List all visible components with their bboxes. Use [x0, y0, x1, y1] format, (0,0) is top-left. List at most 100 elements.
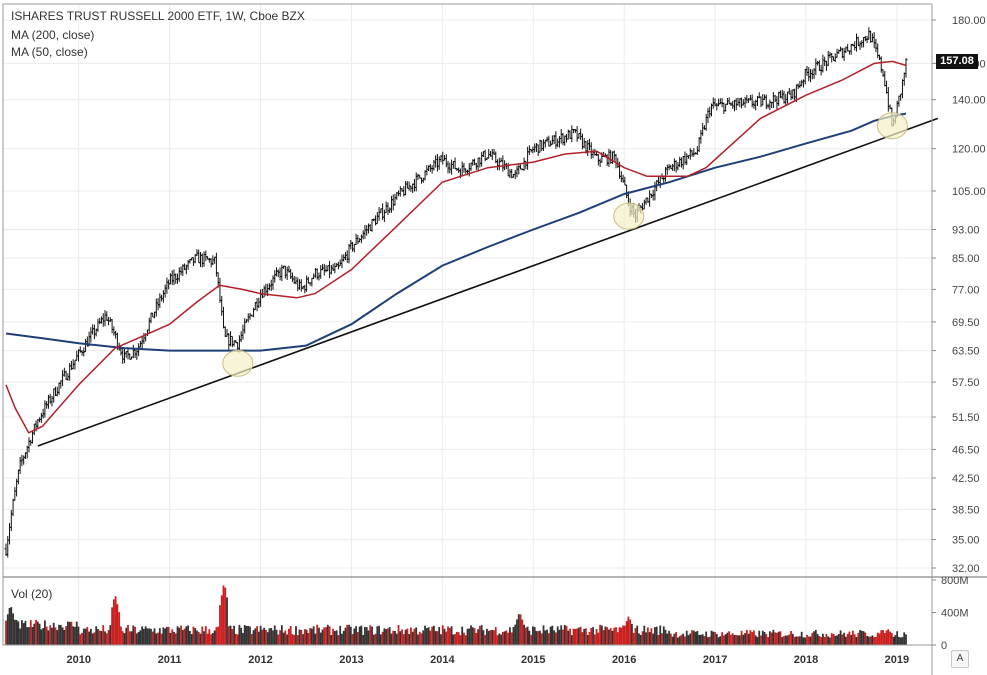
volume-bar — [807, 636, 810, 645]
volume-bar — [509, 627, 511, 645]
volume-bar — [49, 625, 52, 645]
volume-bar — [139, 630, 142, 645]
volume-bar — [839, 630, 842, 645]
volume-bar — [772, 629, 775, 645]
volume-bar — [887, 629, 890, 645]
volume-bar — [684, 636, 686, 645]
volume-bar — [652, 633, 655, 645]
volume-bar — [144, 626, 147, 645]
volume-bar — [79, 634, 82, 645]
volume-bar — [151, 631, 154, 645]
volume-bar — [143, 628, 145, 645]
volume-bar — [445, 631, 448, 645]
volume-bar — [708, 636, 711, 645]
volume-bar — [464, 635, 467, 645]
auto-scale-button[interactable]: A — [951, 650, 969, 668]
volume-bar — [249, 626, 251, 645]
volume-bar — [655, 626, 658, 645]
time-tick-label: 2011 — [158, 654, 182, 666]
volume-bar — [616, 632, 619, 645]
volume-bar — [489, 630, 492, 645]
volume-bar — [613, 627, 616, 645]
volume-bar — [82, 628, 85, 645]
volume-bar — [556, 626, 559, 645]
volume-bar — [696, 630, 699, 645]
volume-bar — [169, 632, 172, 645]
volume-bar — [291, 634, 294, 645]
volume-bar — [257, 631, 260, 645]
volume-bar — [500, 634, 502, 645]
volume-bar — [425, 628, 428, 645]
volume-bar — [102, 625, 105, 645]
volume-bar — [127, 624, 129, 645]
volume-bar — [98, 630, 101, 645]
volume-bar — [385, 629, 388, 645]
volume-bar — [383, 628, 386, 645]
volume-bar — [261, 629, 264, 645]
volume-bar — [844, 636, 847, 645]
volume-bar — [516, 619, 518, 645]
volume-bar — [579, 626, 582, 645]
volume-bar — [875, 637, 877, 645]
volume-bar — [432, 625, 435, 645]
volume-bar — [765, 634, 768, 645]
volume-bar — [662, 626, 665, 645]
price-tick-label: 63.50 — [952, 346, 980, 358]
volume-bar — [668, 630, 670, 645]
volume-bar — [493, 630, 495, 645]
volume-bar — [569, 628, 571, 645]
volume-bar — [243, 625, 246, 645]
volume-bar — [72, 626, 75, 645]
volume-bar — [777, 631, 780, 645]
volume-bar — [779, 631, 782, 645]
volume-bar — [135, 633, 138, 645]
volume-bar — [201, 626, 204, 645]
volume-bar — [600, 625, 603, 645]
volume-bar — [146, 628, 149, 645]
volume-bar — [388, 627, 391, 645]
ma200-line — [5, 112, 907, 352]
volume-bar — [268, 628, 271, 645]
volume-bar — [505, 630, 508, 645]
volume-bar — [496, 635, 499, 645]
volume-bar — [867, 636, 870, 645]
time-tick-label: 2018 — [794, 654, 818, 666]
volume-bar — [768, 631, 771, 645]
volume-bar — [213, 630, 216, 645]
volume-bar — [661, 633, 663, 645]
volume-bar — [256, 626, 258, 645]
volume-bar — [592, 627, 594, 645]
volume-bar — [869, 636, 872, 645]
volume-bar — [134, 626, 136, 645]
volume-bar — [486, 628, 488, 645]
volume-bar — [318, 627, 320, 645]
volume-bar — [349, 626, 352, 645]
volume-bar — [586, 634, 589, 645]
volume-bar — [153, 628, 156, 645]
volume-bar — [91, 633, 94, 645]
volume-bar — [731, 633, 734, 645]
volume-bar — [93, 632, 96, 645]
volume-bar — [876, 632, 879, 645]
volume-bar — [29, 620, 32, 645]
price-tick-label: 93.00 — [952, 225, 980, 237]
volume-bar — [43, 620, 46, 645]
volume-bar — [97, 628, 99, 645]
volume-bar — [406, 628, 409, 645]
volume-bar — [517, 614, 520, 645]
volume-bar — [137, 631, 140, 645]
volume-bar — [173, 631, 175, 645]
volume-bar — [898, 636, 900, 645]
volume-bar — [873, 636, 876, 645]
volume-bar — [659, 625, 662, 645]
volume-bar — [602, 630, 605, 645]
volume-bar — [56, 629, 59, 645]
volume-bar — [95, 626, 98, 645]
volume-bar — [196, 630, 198, 645]
volume-bar — [459, 635, 462, 645]
volume-bar — [236, 634, 239, 645]
volume-bar — [75, 621, 78, 645]
volume-bar — [342, 630, 345, 645]
volume-bar — [563, 624, 566, 645]
volume-label: Vol (20) — [11, 587, 53, 601]
